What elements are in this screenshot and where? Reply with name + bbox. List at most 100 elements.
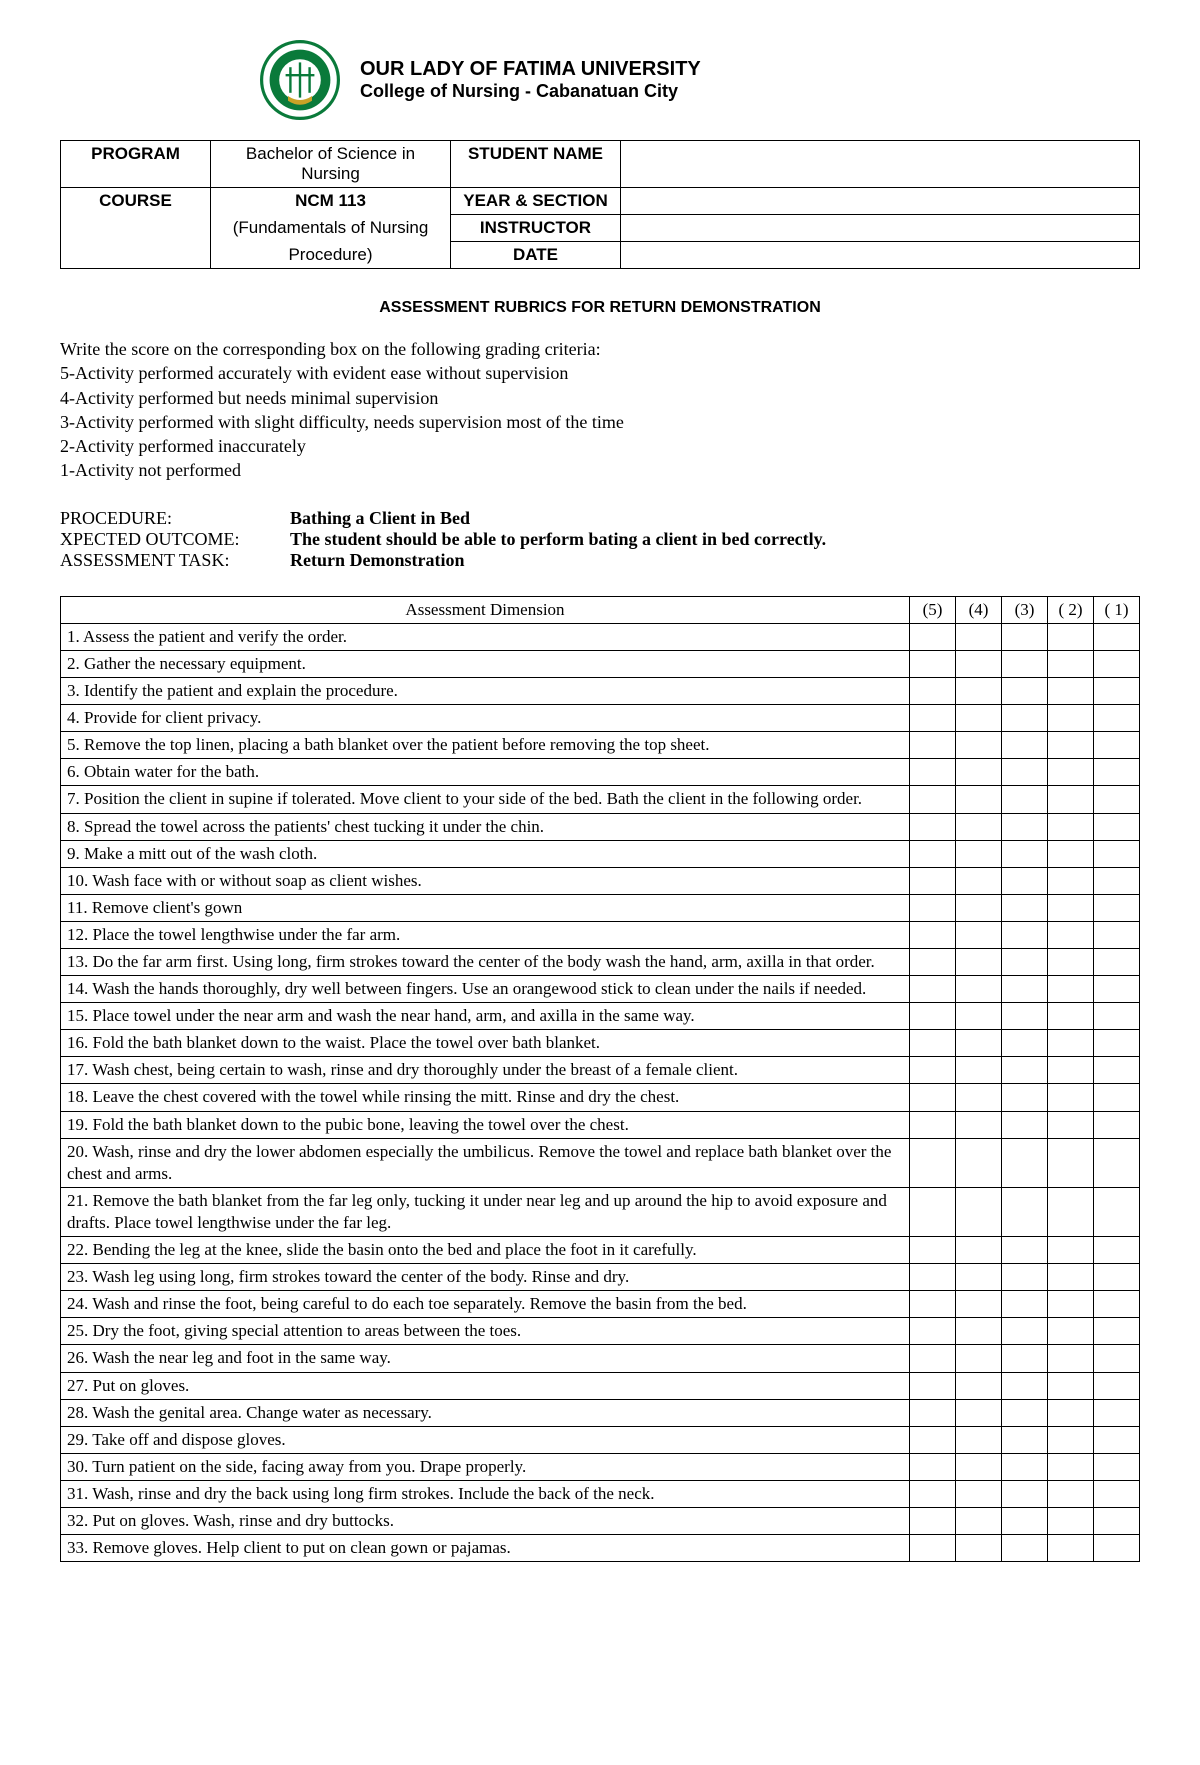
rubric-score-cell[interactable]	[910, 1507, 956, 1534]
rubric-score-cell[interactable]	[910, 1084, 956, 1111]
rubric-score-cell[interactable]	[1002, 1318, 1048, 1345]
rubric-score-cell[interactable]	[956, 1318, 1002, 1345]
rubric-score-cell[interactable]	[1094, 705, 1140, 732]
rubric-score-cell[interactable]	[910, 1057, 956, 1084]
rubric-score-cell[interactable]	[910, 1453, 956, 1480]
rubric-score-cell[interactable]	[910, 705, 956, 732]
rubric-score-cell[interactable]	[910, 1187, 956, 1236]
rubric-score-cell[interactable]	[1002, 1507, 1048, 1534]
rubric-score-cell[interactable]	[1002, 1084, 1048, 1111]
rubric-score-cell[interactable]	[956, 1187, 1002, 1236]
rubric-score-cell[interactable]	[910, 1399, 956, 1426]
rubric-score-cell[interactable]	[1002, 840, 1048, 867]
rubric-score-cell[interactable]	[956, 1264, 1002, 1291]
rubric-score-cell[interactable]	[956, 1084, 1002, 1111]
rubric-score-cell[interactable]	[910, 650, 956, 677]
rubric-score-cell[interactable]	[1048, 1507, 1094, 1534]
rubric-score-cell[interactable]	[1002, 1138, 1048, 1187]
rubric-score-cell[interactable]	[910, 1237, 956, 1264]
rubric-score-cell[interactable]	[956, 1345, 1002, 1372]
rubric-score-cell[interactable]	[910, 1426, 956, 1453]
rubric-score-cell[interactable]	[910, 813, 956, 840]
rubric-score-cell[interactable]	[1094, 1480, 1140, 1507]
rubric-score-cell[interactable]	[956, 1030, 1002, 1057]
rubric-score-cell[interactable]	[1002, 1057, 1048, 1084]
rubric-score-cell[interactable]	[1002, 1399, 1048, 1426]
rubric-score-cell[interactable]	[910, 840, 956, 867]
rubric-score-cell[interactable]	[910, 678, 956, 705]
rubric-score-cell[interactable]	[910, 1138, 956, 1187]
rubric-score-cell[interactable]	[1094, 1084, 1140, 1111]
rubric-score-cell[interactable]	[1048, 786, 1094, 813]
rubric-score-cell[interactable]	[1002, 1480, 1048, 1507]
rubric-score-cell[interactable]	[1048, 1030, 1094, 1057]
rubric-score-cell[interactable]	[1094, 1426, 1140, 1453]
rubric-score-cell[interactable]	[1048, 678, 1094, 705]
date-field[interactable]	[621, 242, 1140, 269]
rubric-score-cell[interactable]	[1094, 1111, 1140, 1138]
rubric-score-cell[interactable]	[910, 1535, 956, 1562]
rubric-score-cell[interactable]	[1002, 732, 1048, 759]
rubric-score-cell[interactable]	[910, 894, 956, 921]
rubric-score-cell[interactable]	[910, 1003, 956, 1030]
rubric-score-cell[interactable]	[1002, 759, 1048, 786]
rubric-score-cell[interactable]	[910, 759, 956, 786]
rubric-score-cell[interactable]	[1048, 867, 1094, 894]
rubric-score-cell[interactable]	[956, 976, 1002, 1003]
rubric-score-cell[interactable]	[910, 1345, 956, 1372]
rubric-score-cell[interactable]	[956, 1372, 1002, 1399]
rubric-score-cell[interactable]	[1002, 1291, 1048, 1318]
rubric-score-cell[interactable]	[1094, 840, 1140, 867]
rubric-score-cell[interactable]	[910, 623, 956, 650]
rubric-score-cell[interactable]	[1048, 1345, 1094, 1372]
rubric-score-cell[interactable]	[1002, 894, 1048, 921]
rubric-score-cell[interactable]	[1048, 705, 1094, 732]
rubric-score-cell[interactable]	[956, 678, 1002, 705]
rubric-score-cell[interactable]	[910, 1318, 956, 1345]
rubric-score-cell[interactable]	[956, 1399, 1002, 1426]
rubric-score-cell[interactable]	[956, 1138, 1002, 1187]
rubric-score-cell[interactable]	[1094, 1399, 1140, 1426]
rubric-score-cell[interactable]	[1002, 976, 1048, 1003]
rubric-score-cell[interactable]	[1048, 759, 1094, 786]
rubric-score-cell[interactable]	[1002, 786, 1048, 813]
rubric-score-cell[interactable]	[1094, 949, 1140, 976]
rubric-score-cell[interactable]	[1002, 813, 1048, 840]
rubric-score-cell[interactable]	[1094, 1318, 1140, 1345]
rubric-score-cell[interactable]	[956, 759, 1002, 786]
rubric-score-cell[interactable]	[1094, 678, 1140, 705]
rubric-score-cell[interactable]	[1094, 1535, 1140, 1562]
rubric-score-cell[interactable]	[1094, 1345, 1140, 1372]
rubric-score-cell[interactable]	[956, 1237, 1002, 1264]
rubric-score-cell[interactable]	[910, 867, 956, 894]
rubric-score-cell[interactable]	[1094, 1057, 1140, 1084]
rubric-score-cell[interactable]	[1048, 1426, 1094, 1453]
rubric-score-cell[interactable]	[1094, 786, 1140, 813]
rubric-score-cell[interactable]	[1002, 705, 1048, 732]
rubric-score-cell[interactable]	[1048, 1187, 1094, 1236]
rubric-score-cell[interactable]	[1002, 1372, 1048, 1399]
rubric-score-cell[interactable]	[956, 1507, 1002, 1534]
rubric-score-cell[interactable]	[956, 1291, 1002, 1318]
rubric-score-cell[interactable]	[1048, 623, 1094, 650]
rubric-score-cell[interactable]	[910, 976, 956, 1003]
rubric-score-cell[interactable]	[1002, 1264, 1048, 1291]
rubric-score-cell[interactable]	[956, 840, 1002, 867]
rubric-score-cell[interactable]	[1048, 813, 1094, 840]
rubric-score-cell[interactable]	[1048, 1480, 1094, 1507]
rubric-score-cell[interactable]	[1002, 1030, 1048, 1057]
rubric-score-cell[interactable]	[1094, 1372, 1140, 1399]
rubric-score-cell[interactable]	[1002, 1003, 1048, 1030]
rubric-score-cell[interactable]	[1048, 1291, 1094, 1318]
rubric-score-cell[interactable]	[1094, 976, 1140, 1003]
rubric-score-cell[interactable]	[1048, 894, 1094, 921]
rubric-score-cell[interactable]	[956, 705, 1002, 732]
rubric-score-cell[interactable]	[910, 949, 956, 976]
rubric-score-cell[interactable]	[956, 732, 1002, 759]
rubric-score-cell[interactable]	[1048, 1535, 1094, 1562]
rubric-score-cell[interactable]	[956, 813, 1002, 840]
rubric-score-cell[interactable]	[956, 1426, 1002, 1453]
rubric-score-cell[interactable]	[1094, 759, 1140, 786]
rubric-score-cell[interactable]	[1094, 894, 1140, 921]
rubric-score-cell[interactable]	[910, 786, 956, 813]
